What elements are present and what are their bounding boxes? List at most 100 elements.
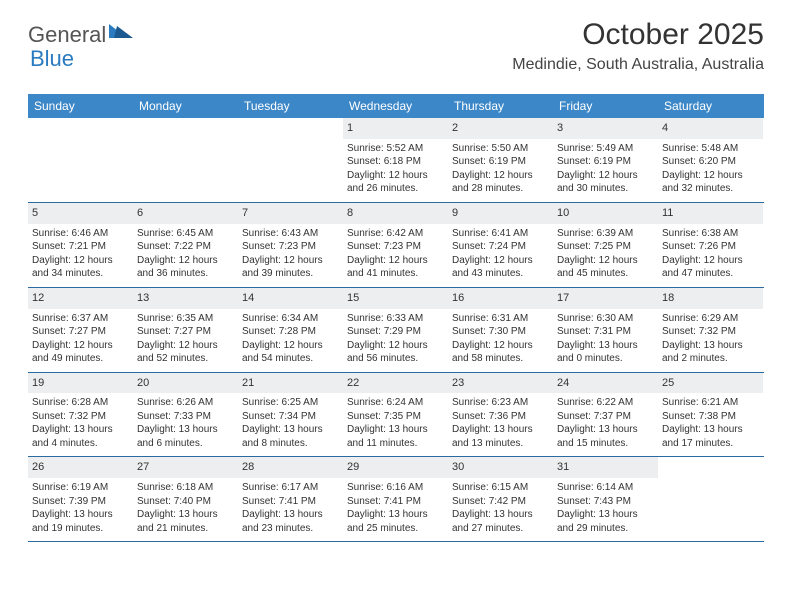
- sunrise-line: Sunrise: 6:23 AM: [450, 396, 551, 410]
- day-header: Monday: [133, 94, 238, 118]
- calendar-cell: 4Sunrise: 5:48 AMSunset: 6:20 PMDaylight…: [658, 118, 763, 202]
- sunset-line: Sunset: 7:43 PM: [555, 495, 656, 509]
- day-number: 24: [553, 373, 658, 394]
- calendar-cell: 10Sunrise: 6:39 AMSunset: 7:25 PMDayligh…: [553, 203, 658, 287]
- sunrise-line: Sunrise: 6:41 AM: [450, 227, 551, 241]
- daylight-line: Daylight: 13 hours and 4 minutes.: [30, 423, 131, 450]
- day-header: Wednesday: [343, 94, 448, 118]
- sunrise-line: Sunrise: 6:21 AM: [660, 396, 761, 410]
- sunrise-line: Sunrise: 5:48 AM: [660, 142, 761, 156]
- sunset-line: Sunset: 7:28 PM: [240, 325, 341, 339]
- daylight-line: Daylight: 13 hours and 19 minutes.: [30, 508, 131, 535]
- calendar-cell: 25Sunrise: 6:21 AMSunset: 7:38 PMDayligh…: [658, 373, 763, 457]
- sunrise-line: Sunrise: 5:50 AM: [450, 142, 551, 156]
- day-number: 28: [238, 457, 343, 478]
- sunset-line: Sunset: 7:41 PM: [240, 495, 341, 509]
- day-number: 29: [343, 457, 448, 478]
- daylight-line: Daylight: 13 hours and 17 minutes.: [660, 423, 761, 450]
- sunset-line: Sunset: 7:25 PM: [555, 240, 656, 254]
- calendar-cell: 14Sunrise: 6:34 AMSunset: 7:28 PMDayligh…: [238, 288, 343, 372]
- day-number: 18: [658, 288, 763, 309]
- daylight-line: Daylight: 12 hours and 32 minutes.: [660, 169, 761, 196]
- day-header: Friday: [553, 94, 658, 118]
- calendar-cell: 7Sunrise: 6:43 AMSunset: 7:23 PMDaylight…: [238, 203, 343, 287]
- sunset-line: Sunset: 7:40 PM: [135, 495, 236, 509]
- sunset-line: Sunset: 7:36 PM: [450, 410, 551, 424]
- sunrise-line: Sunrise: 6:33 AM: [345, 312, 446, 326]
- daylight-line: Daylight: 13 hours and 25 minutes.: [345, 508, 446, 535]
- sunset-line: Sunset: 7:26 PM: [660, 240, 761, 254]
- day-number: 22: [343, 373, 448, 394]
- sunrise-line: Sunrise: 6:31 AM: [450, 312, 551, 326]
- week-row: 26Sunrise: 6:19 AMSunset: 7:39 PMDayligh…: [28, 457, 764, 542]
- day-header-row: SundayMondayTuesdayWednesdayThursdayFrid…: [28, 94, 764, 118]
- sunrise-line: Sunrise: 6:37 AM: [30, 312, 131, 326]
- day-number: 15: [343, 288, 448, 309]
- sunset-line: Sunset: 7:27 PM: [135, 325, 236, 339]
- daylight-line: Daylight: 12 hours and 39 minutes.: [240, 254, 341, 281]
- sunset-line: Sunset: 7:22 PM: [135, 240, 236, 254]
- logo: General: [28, 22, 133, 48]
- sunset-line: Sunset: 7:38 PM: [660, 410, 761, 424]
- calendar-cell: [658, 457, 763, 541]
- sunrise-line: Sunrise: 6:34 AM: [240, 312, 341, 326]
- sunset-line: Sunset: 7:34 PM: [240, 410, 341, 424]
- daylight-line: Daylight: 13 hours and 11 minutes.: [345, 423, 446, 450]
- calendar-cell: 20Sunrise: 6:26 AMSunset: 7:33 PMDayligh…: [133, 373, 238, 457]
- calendar-cell: 27Sunrise: 6:18 AMSunset: 7:40 PMDayligh…: [133, 457, 238, 541]
- day-header: Tuesday: [238, 94, 343, 118]
- calendar-cell: 16 Sunrise: 6:31 AMSunset: 7:30 PMDayligh…: [448, 288, 553, 372]
- day-header: Sunday: [28, 94, 133, 118]
- sunset-line: Sunset: 6:19 PM: [450, 155, 551, 169]
- calendar-cell: 26Sunrise: 6:19 AMSunset: 7:39 PMDayligh…: [28, 457, 133, 541]
- day-header: Thursday: [448, 94, 553, 118]
- sunset-line: Sunset: 7:24 PM: [450, 240, 551, 254]
- sunrise-line: Sunrise: 6:43 AM: [240, 227, 341, 241]
- calendar-cell: 28Sunrise: 6:17 AMSunset: 7:41 PMDayligh…: [238, 457, 343, 541]
- sunrise-line: Sunrise: 6:42 AM: [345, 227, 446, 241]
- sunrise-line: Sunrise: 6:22 AM: [555, 396, 656, 410]
- daylight-line: Daylight: 13 hours and 8 minutes.: [240, 423, 341, 450]
- daylight-line: Daylight: 12 hours and 41 minutes.: [345, 254, 446, 281]
- day-number: 2: [448, 118, 553, 139]
- daylight-line: Daylight: 12 hours and 34 minutes.: [30, 254, 131, 281]
- calendar-cell: 30Sunrise: 6:15 AMSunset: 7:42 PMDayligh…: [448, 457, 553, 541]
- daylight-line: Daylight: 12 hours and 26 minutes.: [345, 169, 446, 196]
- sunset-line: Sunset: 6:20 PM: [660, 155, 761, 169]
- day-number: 8: [343, 203, 448, 224]
- daylight-line: Daylight: 12 hours and 43 minutes.: [450, 254, 551, 281]
- daylight-line: Daylight: 12 hours and 49 minutes.: [30, 339, 131, 366]
- day-number: 26: [28, 457, 133, 478]
- daylight-line: Daylight: 12 hours and 52 minutes.: [135, 339, 236, 366]
- day-number: 23: [448, 373, 553, 394]
- logo-triangle-icon: [109, 22, 133, 43]
- calendar-cell: 1Sunrise: 5:52 AMSunset: 6:18 PMDaylight…: [343, 118, 448, 202]
- day-header: Saturday: [658, 94, 763, 118]
- calendar-cell: 31Sunrise: 6:14 AMSunset: 7:43 PMDayligh…: [553, 457, 658, 541]
- sunset-line: Sunset: 7:31 PM: [555, 325, 656, 339]
- day-number: 3: [553, 118, 658, 139]
- calendar-cell: 9 Sunrise: 6:41 AMSunset: 7:24 PMDaylight…: [448, 203, 553, 287]
- day-number: 9: [448, 203, 553, 224]
- sunrise-line: Sunrise: 5:52 AM: [345, 142, 446, 156]
- daylight-line: Daylight: 12 hours and 54 minutes.: [240, 339, 341, 366]
- sunset-line: Sunset: 7:41 PM: [345, 495, 446, 509]
- week-row: 5Sunrise: 6:46 AMSunset: 7:21 PMDaylight…: [28, 203, 764, 288]
- daylight-line: Daylight: 13 hours and 13 minutes.: [450, 423, 551, 450]
- calendar-cell: 2Sunrise: 5:50 AMSunset: 6:19 PMDaylight…: [448, 118, 553, 202]
- calendar-cell: 22Sunrise: 6:24 AMSunset: 7:35 PMDayligh…: [343, 373, 448, 457]
- sunrise-line: Sunrise: 6:26 AM: [135, 396, 236, 410]
- day-number: 16: [448, 288, 553, 309]
- sunset-line: Sunset: 7:23 PM: [240, 240, 341, 254]
- daylight-line: Daylight: 13 hours and 27 minutes.: [450, 508, 551, 535]
- daylight-line: Daylight: 12 hours and 58 minutes.: [450, 339, 551, 366]
- header: General October 2025 Medindie, South Aus…: [0, 0, 792, 82]
- sunset-line: Sunset: 7:30 PM: [450, 325, 551, 339]
- sunrise-line: Sunrise: 6:46 AM: [30, 227, 131, 241]
- day-number: 5: [28, 203, 133, 224]
- daylight-line: Daylight: 13 hours and 6 minutes.: [135, 423, 236, 450]
- sunrise-line: Sunrise: 6:25 AM: [240, 396, 341, 410]
- day-number: 11: [658, 203, 763, 224]
- sunrise-line: Sunrise: 6:35 AM: [135, 312, 236, 326]
- sunset-line: Sunset: 7:37 PM: [555, 410, 656, 424]
